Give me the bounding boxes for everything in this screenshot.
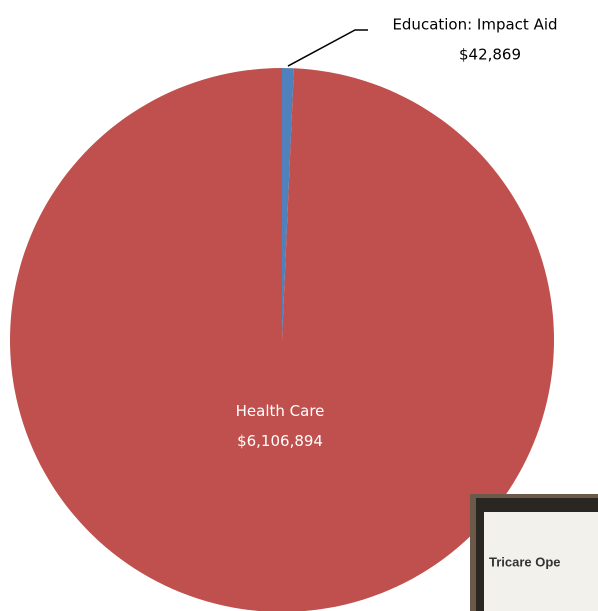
slice-label: Education: Impact Aid bbox=[392, 16, 557, 34]
pie-slice bbox=[282, 68, 294, 340]
pie-slice bbox=[10, 68, 554, 611]
slice-value-label: $42,869 bbox=[459, 46, 521, 64]
slice-value-label: $6,106,894 bbox=[237, 432, 323, 450]
leader-line bbox=[287, 29, 368, 67]
photo-text: Tricare Ope bbox=[489, 554, 561, 569]
slice-label: Health Care bbox=[236, 402, 325, 420]
inset-photo: Tricare Ope bbox=[470, 494, 598, 611]
photo-sign bbox=[484, 512, 598, 611]
pie: Education: Impact Aid $42,869 Health Care $… bbox=[10, 16, 558, 611]
